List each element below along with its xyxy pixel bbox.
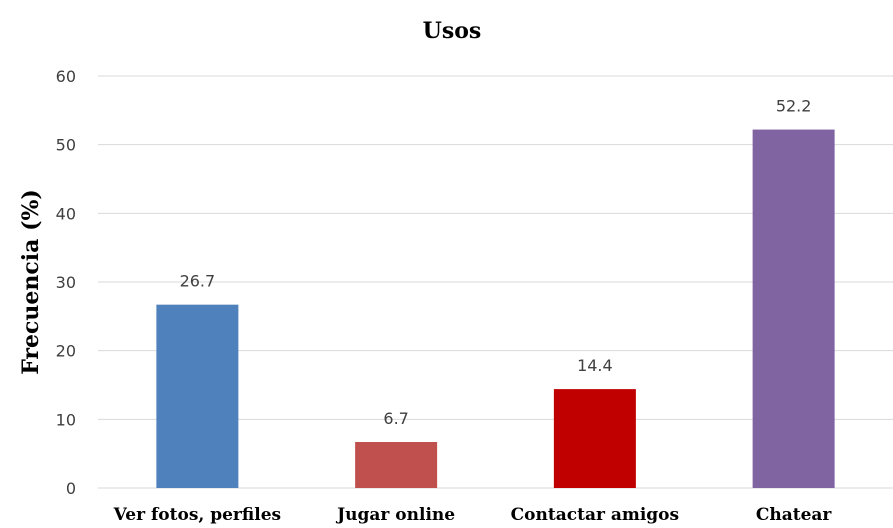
data-label: 6.7 [383,409,408,428]
x-tick-label: Contactar amigos [511,505,679,525]
x-axis-ticks: Ver fotos, perfiles Jugar online Contactar… [113,505,833,525]
y-tick-label: 50 [56,136,76,155]
data-labels: 26.7 6.7 14.4 52.2 [180,97,812,428]
data-label: 52.2 [776,97,812,116]
data-label: 14.4 [577,356,613,375]
data-label: 26.7 [180,272,216,291]
y-axis-ticks: 0 10 20 30 40 50 60 [56,67,76,498]
chart-title: Usos [423,18,482,44]
bar [355,441,438,488]
x-tick-label: Chatear [756,505,833,525]
bar [553,389,636,488]
y-tick-label: 10 [56,410,76,429]
x-tick-label: Jugar online [335,505,455,525]
y-tick-label: 30 [56,273,76,292]
x-tick-label: Ver fotos, perfiles [113,505,281,525]
bar [156,304,239,488]
y-tick-label: 0 [66,479,76,498]
bars [156,129,835,488]
y-axis-label: Frecuencia (%) [18,189,44,375]
bar [752,129,835,488]
y-tick-label: 40 [56,204,76,223]
y-tick-label: 60 [56,67,76,86]
y-tick-label: 20 [56,342,76,361]
